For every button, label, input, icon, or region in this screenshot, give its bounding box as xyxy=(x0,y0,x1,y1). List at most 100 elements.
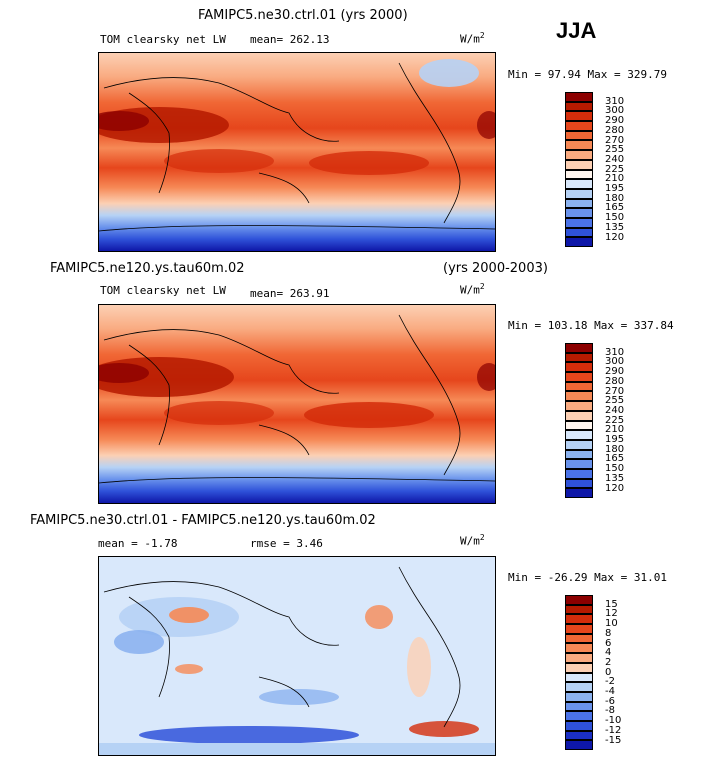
colorbar-box xyxy=(565,362,593,373)
panel-3-minmax: Min = -26.29 Max = 31.01 xyxy=(508,571,667,584)
colorbar-box xyxy=(565,420,593,431)
colorbar-label: 270 xyxy=(605,134,625,146)
colorbar-label: -15 xyxy=(605,734,622,746)
colorbar-label: -2 xyxy=(605,676,615,688)
colorbar-label: 280 xyxy=(605,124,625,136)
colorbar-box xyxy=(565,237,593,247)
colorbar-box xyxy=(565,614,593,625)
colorbar-box xyxy=(565,352,593,363)
panel-1-mean: mean= 262.13 xyxy=(250,33,330,46)
colorbar-label: 270 xyxy=(605,385,625,397)
colorbar-box xyxy=(565,633,593,644)
colorbar-box xyxy=(565,121,593,131)
colorbar-label: 225 xyxy=(605,414,625,426)
colorbar-label: 310 xyxy=(605,346,625,358)
colorbar-box xyxy=(565,130,593,141)
colorbar-label: -4 xyxy=(605,686,615,697)
colorbar-label: 0 xyxy=(605,666,612,678)
panel-2-title: FAMIPC5.ne120.ys.tau60m.02 xyxy=(50,261,245,276)
colorbar-label: -6 xyxy=(605,695,615,707)
colorbar-box xyxy=(565,430,593,440)
colorbar-box xyxy=(565,198,593,209)
panel-1-map xyxy=(98,52,496,252)
colorbar-box xyxy=(565,188,593,199)
colorbar-label: 4 xyxy=(605,647,612,659)
colorbar-box xyxy=(565,643,593,654)
colorbar-box xyxy=(565,140,593,151)
panel-1-minmax: Min = 97.94 Max = 329.79 xyxy=(508,68,667,81)
colorbar-label: 240 xyxy=(605,153,625,165)
panel-2-units: W/m2 xyxy=(460,282,485,297)
panel-1-title: FAMIPC5.ne30.ctrl.01 (yrs 2000) xyxy=(198,8,408,23)
colorbar-box xyxy=(565,410,593,421)
panel-3-map xyxy=(98,556,496,756)
colorbar-label: 180 xyxy=(605,192,625,204)
colorbar-box xyxy=(565,169,593,180)
panel-2-map-svg xyxy=(99,305,495,503)
panel-2-years: (yrs 2000-2003) xyxy=(443,261,548,276)
colorbar-label: 225 xyxy=(605,163,625,175)
colorbar-box xyxy=(565,459,593,469)
colorbar-box xyxy=(565,701,593,712)
colorbar-box xyxy=(565,159,593,170)
colorbar-label: 165 xyxy=(605,453,625,465)
colorbar-label: 150 xyxy=(605,463,625,475)
colorbar-label: -10 xyxy=(605,715,622,727)
colorbar-box xyxy=(565,217,593,228)
colorbar-label: 300 xyxy=(605,105,625,117)
season-label: JJA xyxy=(556,18,597,43)
colorbar-box xyxy=(565,624,593,634)
colorbar-box xyxy=(565,488,593,498)
colorbar-box xyxy=(565,92,593,102)
colorbar-label: 300 xyxy=(605,356,625,368)
colorbar-label: 290 xyxy=(605,115,625,127)
colorbar-box xyxy=(565,691,593,702)
colorbar-box xyxy=(565,662,593,673)
colorbar-label: 280 xyxy=(605,375,625,387)
colorbar-box xyxy=(565,343,593,353)
panel-2-map xyxy=(98,304,496,504)
panel-2-minmax: Min = 103.18 Max = 337.84 xyxy=(508,319,674,332)
colorbar-box xyxy=(565,478,593,489)
colorbar-box xyxy=(565,208,593,218)
colorbar-box xyxy=(565,604,593,615)
panel-3-map-svg xyxy=(99,557,495,755)
colorbar-box xyxy=(565,401,593,411)
colorbar-label: -12 xyxy=(605,724,622,736)
colorbar-label: 150 xyxy=(605,212,625,224)
colorbar-label: 135 xyxy=(605,221,625,233)
colorbar-label: 8 xyxy=(605,627,612,639)
colorbar-box xyxy=(565,101,593,112)
colorbar-label: 120 xyxy=(605,482,625,494)
colorbar-box xyxy=(565,730,593,741)
colorbar-label: 180 xyxy=(605,443,625,455)
colorbar-box xyxy=(565,672,593,683)
colorbar-label: 255 xyxy=(605,395,625,407)
colorbar-label: 255 xyxy=(605,144,625,156)
colorbar-label: 12 xyxy=(605,608,618,620)
colorbar-box xyxy=(565,111,593,122)
panel-1-variable: TOM clearsky net LW xyxy=(100,33,226,46)
colorbar-box xyxy=(565,372,593,382)
colorbar-label: 15 xyxy=(605,598,618,610)
colorbar-box xyxy=(565,381,593,392)
panel-1-map-svg xyxy=(99,53,495,251)
colorbar-box xyxy=(565,150,593,160)
colorbar-label: 310 xyxy=(605,95,625,107)
colorbar-label: 2 xyxy=(605,656,612,668)
colorbar-label: 210 xyxy=(605,424,625,436)
colorbar-label: 120 xyxy=(605,231,625,243)
panel-2-colorbar xyxy=(565,343,593,498)
colorbar-label: 210 xyxy=(605,173,625,185)
colorbar-label: 165 xyxy=(605,202,625,214)
panel-3-units: W/m2 xyxy=(460,533,485,548)
colorbar-label: 195 xyxy=(605,183,625,194)
colorbar-label: -8 xyxy=(605,705,615,717)
colorbar-label: 195 xyxy=(605,434,625,445)
colorbar-box xyxy=(565,179,593,189)
colorbar-label: 6 xyxy=(605,637,612,649)
colorbar-label: 240 xyxy=(605,404,625,416)
panel-1-colorbar xyxy=(565,92,593,247)
panel-1-units: W/m2 xyxy=(460,31,485,46)
colorbar-box xyxy=(565,595,593,605)
